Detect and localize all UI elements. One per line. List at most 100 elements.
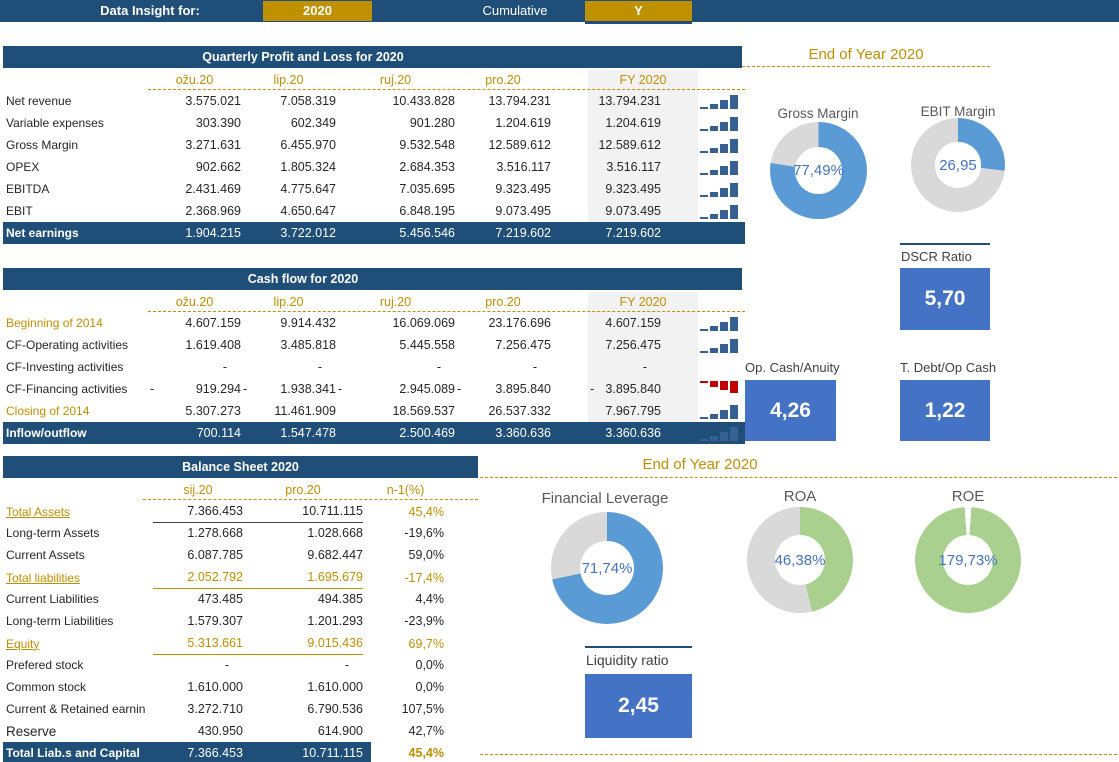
cell-value: 9.532.548	[399, 138, 455, 152]
cell-value: 1.610.000	[307, 680, 363, 694]
cell-value-fy: 7.256.475	[588, 334, 698, 356]
sparkline	[700, 115, 744, 131]
cell-percent: 69,7%	[408, 636, 444, 651]
toggle-button-underline	[585, 22, 692, 24]
cell-value: -1.938.341	[243, 382, 336, 396]
cell-percent: 42,7%	[408, 724, 444, 738]
sparkline	[700, 315, 744, 331]
row-label: Prefered stock	[6, 658, 84, 672]
cell-value-fy: 13.794.231	[588, 90, 698, 112]
table-row: Current Assets 6.087.785 9.682.447 59,0%	[3, 544, 448, 566]
cashflow-col-header: pro.20	[485, 295, 521, 309]
eoy-top-dashed-line	[742, 66, 990, 67]
cell-value: 430.950	[197, 724, 243, 738]
cell-value: 3.360.636	[495, 426, 551, 440]
cashflow-col-header-fy: FY 2020	[588, 292, 698, 312]
pnl-title-band: Quarterly Profit and Loss for 2020	[3, 46, 742, 68]
row-label: Long-term Assets	[6, 526, 100, 540]
balance-col-header: n-1(%)	[386, 483, 425, 497]
row-label: Gross Margin	[6, 138, 79, 152]
table-row: Net earnings 1.904.215 3.722.012 5.456.5…	[3, 222, 745, 244]
balance-rows: Total Assets 7.366.453 10.711.115 45,4% …	[3, 500, 448, 762]
table-row: OPEX 902.662 1.805.324 2.684.353 3.516.1…	[3, 156, 745, 178]
cell-value-fy: 3.516.117	[588, 156, 698, 178]
liquidity-top-rule	[585, 646, 692, 648]
table-row: Total Assets 7.366.453 10.711.115 45,4%	[3, 500, 448, 523]
cell-value: 4.775.647	[280, 182, 336, 196]
cumulative-mode-label: Cumulative	[482, 3, 548, 18]
roe-donut-label: ROE	[951, 488, 985, 505]
cell-value: 6.790.536	[307, 702, 363, 716]
balance-col-header: pro.20	[285, 483, 321, 497]
cell-percent: -17,4%	[404, 570, 444, 585]
row-label: EBIT	[6, 204, 33, 218]
row-label: Current & Retained earnin	[6, 702, 146, 716]
sparkline	[700, 225, 744, 241]
table-row: Current & Retained earnin 3.272.710 6.79…	[3, 698, 448, 720]
balance-header-row: sij.20 pro.20 n-1(%)	[3, 480, 478, 500]
cashflow-col-header: lip.20	[273, 295, 304, 309]
pnl-col-header-fy: FY 2020	[588, 70, 698, 90]
pnl-header-row: ožu.20 lip.20 ruj.20 pro.20 FY 2020	[3, 70, 745, 90]
cell-value: 5.456.546	[399, 226, 455, 240]
cell-value: 1.201.293	[307, 614, 363, 628]
roa-donut-label: ROA	[783, 488, 817, 505]
opcash-value: 4,26	[770, 398, 811, 422]
cell-percent: 45,4%	[408, 746, 444, 760]
table-row: Long-term Assets 1.278.668 1.028.668 -19…	[3, 522, 448, 544]
eoy-bottom-title: End of Year 2020	[642, 456, 758, 473]
table-row: Inflow/outflow 700.114 1.547.478 2.500.4…	[3, 422, 745, 444]
tdebt-label: T. Debt/Op Cash	[900, 360, 997, 375]
row-label: CF-Operating activities	[6, 338, 129, 352]
table-row: Equity 5.313.661 9.015.436 69,7%	[3, 632, 448, 655]
balance-col-header: sij.20	[183, 483, 213, 497]
cell-value: 1.805.324	[280, 160, 336, 174]
dscr-label: DSCR Ratio	[901, 249, 972, 264]
cell-value: 473.485	[197, 592, 243, 606]
sparkline	[700, 181, 744, 197]
cell-value: 5.445.558	[399, 338, 455, 352]
sparkline	[700, 93, 744, 109]
dscr-value: 5,70	[924, 287, 966, 310]
cell-value: 6.087.785	[187, 548, 243, 562]
cell-value: 7.219.602	[495, 226, 551, 240]
pnl-col-header: pro.20	[485, 73, 521, 87]
sparkline	[700, 403, 744, 419]
cell-value: -	[532, 360, 537, 374]
cell-value: 9.073.495	[495, 204, 551, 218]
table-row: Closing of 2014 5.307.273 11.461.909 18.…	[3, 400, 745, 422]
cell-value: 303.390	[195, 116, 241, 130]
table-row: Net revenue 3.575.021 7.058.319 10.433.8…	[3, 90, 745, 112]
cell-value: 6.848.195	[399, 204, 455, 218]
cell-value: 9.914.432	[280, 316, 336, 330]
cell-value-fy: -3.895.840	[588, 378, 698, 400]
row-label: CF-Investing activities	[6, 360, 124, 374]
pnl-col-header: ruj.20	[379, 73, 412, 87]
table-row: Prefered stock - - 0,0%	[3, 654, 448, 676]
cell-value: 3.272.710	[187, 702, 243, 716]
tdebt-value: 1,22	[924, 398, 966, 422]
cell-value: -	[317, 360, 322, 374]
top-control-bar: Data Insight for: 2020 Cumulative Y	[0, 0, 1119, 22]
eoy-bottom-dashed-line	[480, 477, 1117, 478]
year-select-button[interactable]: 2020	[263, 1, 372, 21]
cell-value: 2.500.469	[399, 426, 455, 440]
row-label: Total liabilities	[6, 570, 81, 585]
row-label: CF-Financing activities	[6, 382, 128, 396]
cashflow-col-header: ožu.20	[175, 295, 214, 309]
cell-value: 23.176.696	[488, 316, 551, 330]
cell-value: -	[224, 658, 229, 672]
cell-value: 18.569.537	[392, 404, 455, 418]
cell-value: 1.610.000	[187, 680, 243, 694]
sparkline	[700, 381, 744, 397]
balance-title: Balance Sheet 2020	[182, 460, 299, 474]
cell-value: -919.294	[150, 382, 241, 396]
row-label: Current Assets	[6, 548, 85, 562]
row-label: Equity	[6, 636, 40, 651]
row-label: Current Liabilities	[6, 592, 99, 606]
cumulative-toggle-button[interactable]: Y	[585, 1, 692, 21]
cell-value: 9.323.495	[495, 182, 551, 196]
cell-value-fy: -	[588, 356, 698, 378]
opcash-label: Op. Cash/Anuity	[745, 360, 840, 375]
